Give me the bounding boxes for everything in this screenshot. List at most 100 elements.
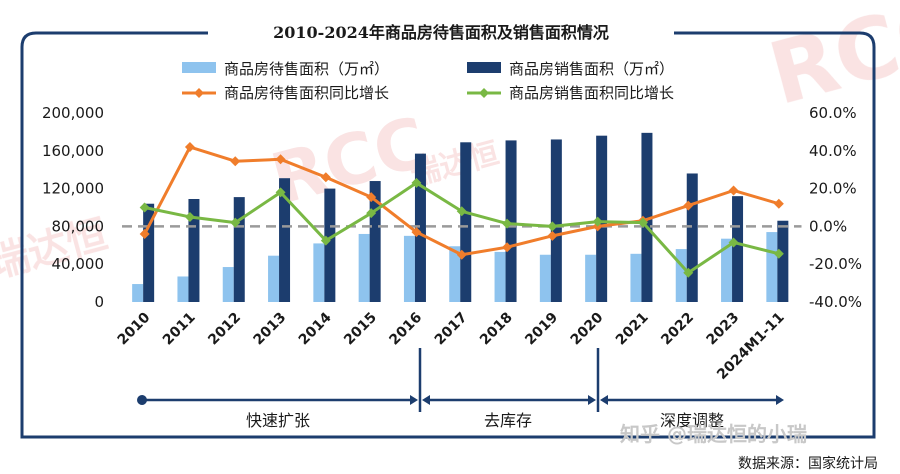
point-sales-growth bbox=[275, 187, 286, 198]
bar-unsold-area bbox=[721, 238, 733, 302]
bar-sales-area bbox=[686, 173, 698, 302]
point-sales-growth bbox=[773, 248, 784, 259]
x-tick-label: 2018 bbox=[477, 310, 516, 349]
x-tick-label: 2011 bbox=[160, 310, 199, 349]
point-unsold-growth bbox=[683, 200, 694, 211]
y-left-tick-label: 160,000 bbox=[42, 142, 104, 160]
bar-sales-area bbox=[233, 197, 245, 302]
legend-swatch-sales-area bbox=[467, 62, 501, 73]
point-sales-growth bbox=[366, 208, 377, 219]
point-unsold-growth bbox=[547, 230, 558, 241]
x-tick-label: 2020 bbox=[568, 309, 607, 348]
bar-unsold-area bbox=[177, 276, 189, 302]
point-unsold-growth bbox=[456, 249, 467, 260]
point-sales-growth bbox=[184, 211, 195, 222]
y-left-tick-label: 120,000 bbox=[42, 180, 104, 198]
point-sales-growth bbox=[230, 217, 241, 228]
bar-sales-area bbox=[777, 220, 789, 302]
bar-sales-area bbox=[414, 153, 426, 302]
phase-arrow-head-3 bbox=[776, 395, 784, 405]
y-right-tick-label: 60.0% bbox=[809, 104, 857, 122]
point-unsold-growth bbox=[184, 142, 195, 153]
bar-unsold-area bbox=[132, 284, 144, 302]
bar-unsold-area bbox=[539, 254, 551, 302]
chart-frame bbox=[20, 31, 876, 439]
bar-unsold-area bbox=[449, 246, 461, 302]
legend-marker-sales-growth bbox=[479, 88, 489, 98]
phase-label-expansion: 快速扩张 bbox=[246, 411, 310, 430]
y-left-tick-label: 200,000 bbox=[42, 104, 104, 122]
y-left-tick-label: 0 bbox=[94, 293, 104, 311]
legend: 商品房待售面积（万㎡） 商品房销售面积（万㎡） 商品房待售面积同比增长 商品房销… bbox=[182, 60, 674, 102]
watermark-layer: RCC RCC 瑞达恒 瑞达恒 bbox=[0, 0, 900, 287]
legend-marker-unsold-growth bbox=[194, 88, 204, 98]
phase-label-destocking: 去库存 bbox=[484, 411, 532, 430]
phase-arrow-tail-2 bbox=[422, 395, 430, 405]
point-sales-growth bbox=[592, 216, 603, 227]
point-unsold-growth bbox=[139, 228, 150, 239]
y-right-tick-label: 0.0% bbox=[809, 217, 847, 235]
x-tick-label: 2013 bbox=[251, 310, 290, 349]
bar-unsold-area bbox=[222, 267, 234, 302]
point-sales-growth bbox=[502, 218, 513, 229]
y-right-tick-label: 20.0% bbox=[809, 180, 857, 198]
x-tick-label: 2022 bbox=[658, 310, 697, 349]
bar-unsold-area bbox=[675, 249, 687, 302]
bar-sales-area bbox=[324, 188, 336, 302]
x-tick-label: 2023 bbox=[704, 310, 743, 349]
bar-sales-area bbox=[188, 198, 200, 302]
point-sales-growth bbox=[637, 217, 648, 228]
phase-arrow-start-dot bbox=[137, 395, 147, 405]
phase-arrow-head-2 bbox=[588, 395, 596, 405]
bar-sales-area bbox=[596, 135, 608, 302]
point-unsold-growth bbox=[275, 154, 286, 165]
bar-sales-area bbox=[732, 196, 744, 302]
y-right-tick-label: 40.0% bbox=[809, 142, 857, 160]
bar-unsold-area bbox=[403, 235, 415, 302]
phase-arrow-head-1 bbox=[410, 395, 418, 405]
bar-unsold-area bbox=[766, 232, 778, 302]
bar-sales-area bbox=[505, 140, 517, 302]
x-tick-label: 2017 bbox=[432, 310, 471, 349]
phase-arrow-tail-3 bbox=[600, 395, 608, 405]
bar-unsold-area bbox=[585, 254, 597, 302]
phase-label-adjustment: 深度调整 bbox=[660, 411, 724, 430]
point-unsold-growth bbox=[728, 185, 739, 196]
plot-area: 0 40,000 80,000 120,000 160,000 200,000 -40.0%… bbox=[42, 104, 862, 383]
legend-swatch-unsold-area bbox=[182, 62, 216, 73]
chart-title: 2010-2024年商品房待售面积及销售面积情况 bbox=[273, 23, 609, 42]
point-unsold-growth bbox=[366, 192, 377, 203]
point-sales-growth bbox=[456, 206, 467, 217]
bar-unsold-area bbox=[313, 243, 325, 302]
point-unsold-growth bbox=[320, 172, 331, 183]
legend-label-unsold-growth: 商品房待售面积同比增长 bbox=[224, 84, 389, 102]
legend-label-unsold-area: 商品房待售面积（万㎡） bbox=[224, 60, 389, 78]
point-sales-growth bbox=[728, 237, 739, 248]
point-sales-growth bbox=[139, 202, 150, 213]
x-tick-label: 2015 bbox=[341, 310, 380, 349]
watermark-zhihu-credit: 知乎 @瑞达恒的小瑞 bbox=[620, 422, 807, 446]
y-right-tick-label: -20.0% bbox=[809, 255, 862, 273]
point-unsold-growth bbox=[230, 156, 241, 167]
x-tick-label: 2012 bbox=[205, 310, 244, 349]
bar-unsold-area bbox=[358, 233, 370, 302]
x-tick-label: 2014 bbox=[296, 309, 335, 348]
point-sales-growth bbox=[683, 267, 694, 278]
x-tick-label: 2010 bbox=[115, 309, 154, 348]
point-unsold-growth bbox=[502, 242, 513, 253]
source-note: 数据来源：国家统计局 bbox=[738, 455, 878, 472]
point-sales-growth bbox=[411, 177, 422, 188]
point-sales-growth bbox=[320, 235, 331, 246]
bar-unsold-area bbox=[494, 251, 506, 302]
legend-label-sales-area: 商品房销售面积（万㎡） bbox=[509, 60, 674, 78]
x-tick-label: 2019 bbox=[522, 310, 561, 349]
y-right-tick-label: -40.0% bbox=[809, 293, 862, 311]
bar-unsold-area bbox=[630, 253, 642, 302]
x-tick-label: 2021 bbox=[613, 310, 652, 349]
legend-label-sales-growth: 商品房销售面积同比增长 bbox=[509, 84, 674, 102]
bar-sales-area bbox=[460, 142, 472, 302]
y-left-tick-label: 80,000 bbox=[52, 217, 105, 235]
bar-sales-area bbox=[550, 139, 562, 302]
bar-sales-area bbox=[641, 132, 653, 302]
